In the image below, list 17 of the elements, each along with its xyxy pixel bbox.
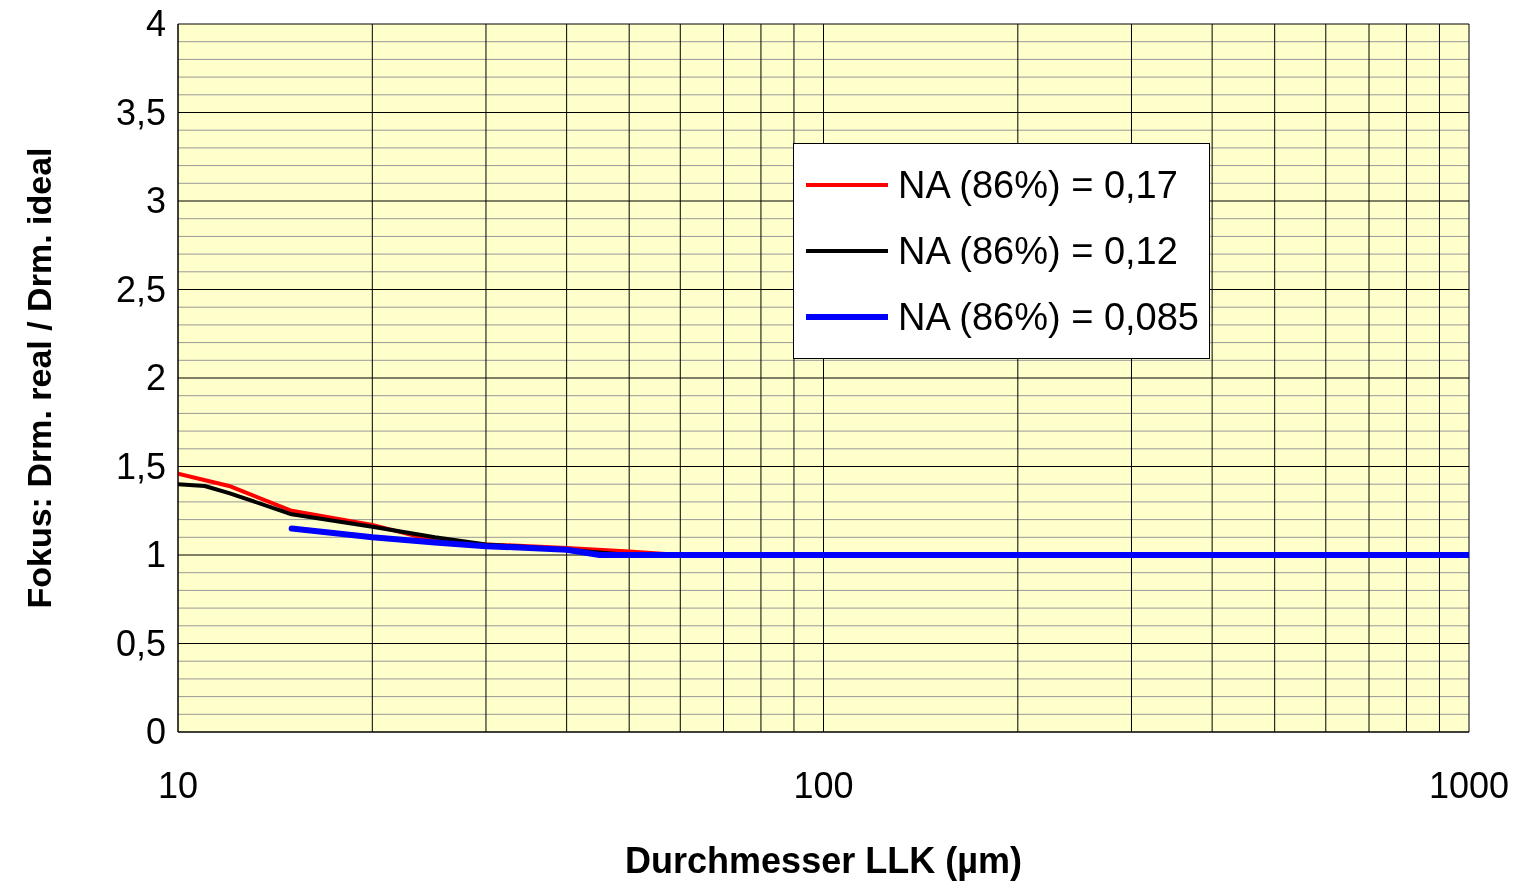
x-tick-label: 100 [793, 765, 854, 806]
y-tick-label: 1 [145, 534, 166, 575]
y-tick-label: 0,5 [115, 622, 166, 664]
y-tick-label: 3,5 [115, 91, 166, 133]
x-tick-label: 10 [157, 765, 199, 806]
y-tick-label: 3 [145, 180, 166, 221]
legend-label: NA (86%) = 0,17 [897, 163, 1178, 207]
x-tick-label: 1000 [1428, 765, 1510, 806]
legend-label: NA (86%) = 0,085 [897, 295, 1199, 339]
x-axis-title: Durchmesser LLK (µm) [625, 840, 1022, 881]
y-axis-title: Fokus: Drm. real / Drm. ideal [19, 147, 58, 609]
y-tick-label: 2,5 [115, 268, 166, 310]
y-tick-label: 0 [145, 711, 166, 752]
y-tick-label: 2 [145, 357, 166, 398]
legend-label: NA (86%) = 0,12 [897, 229, 1178, 273]
y-tick-label: 4 [145, 3, 166, 44]
y-tick-label: 1,5 [115, 445, 166, 487]
